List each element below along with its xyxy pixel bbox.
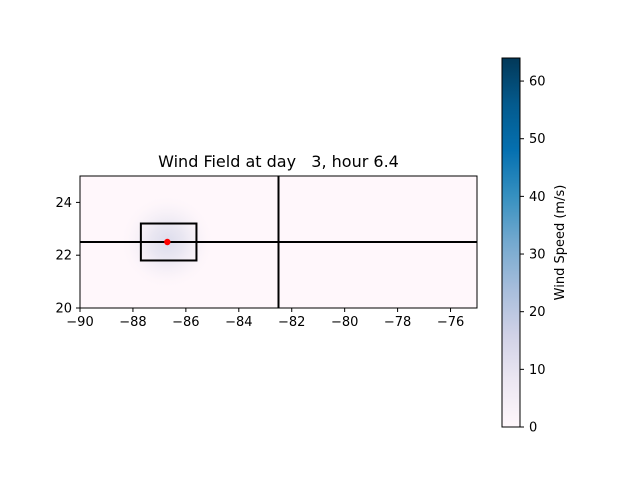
x-tick-label: −80: [331, 315, 358, 330]
colorbar-ticks: 0 10 20 30 40 50 60: [520, 75, 546, 436]
colorbar-tick-label: 10: [529, 363, 546, 378]
colorbar-tick-label: 30: [529, 248, 546, 263]
axes-frame: [79, 175, 478, 309]
x-tick-label: −76: [437, 315, 464, 330]
x-axis-ticks: −90 −88 −86 −84 −82 −80 −78 −76: [66, 308, 464, 330]
colorbar-tick-label: 20: [529, 305, 546, 320]
x-tick-label: −86: [172, 315, 199, 330]
y-axis-ticks: 20 22 24: [55, 196, 80, 317]
y-tick-label: 20: [55, 302, 72, 317]
y-tick-label: 24: [55, 196, 72, 211]
colorbar-gradient: [502, 58, 520, 427]
storm-center-marker: [164, 238, 171, 246]
x-tick-label: −88: [119, 315, 146, 330]
x-tick-label: −82: [278, 315, 305, 330]
chart-title: Wind Field at day 3, hour 6.4: [158, 152, 399, 171]
colorbar-tick-label: 0: [529, 421, 537, 436]
colorbar-tick-label: 40: [529, 190, 546, 205]
storm-bounding-box: [139, 222, 198, 262]
y-tick-label: 22: [55, 249, 72, 264]
x-tick-label: −84: [225, 315, 252, 330]
colorbar-label: Wind Speed (m/s): [553, 185, 568, 301]
colorbar-tick-label: 60: [529, 75, 546, 90]
colorbar-frame: [501, 57, 521, 428]
x-tick-label: −78: [384, 315, 411, 330]
x-tick-label: −90: [66, 315, 93, 330]
colorbar-tick-label: 50: [529, 132, 546, 147]
